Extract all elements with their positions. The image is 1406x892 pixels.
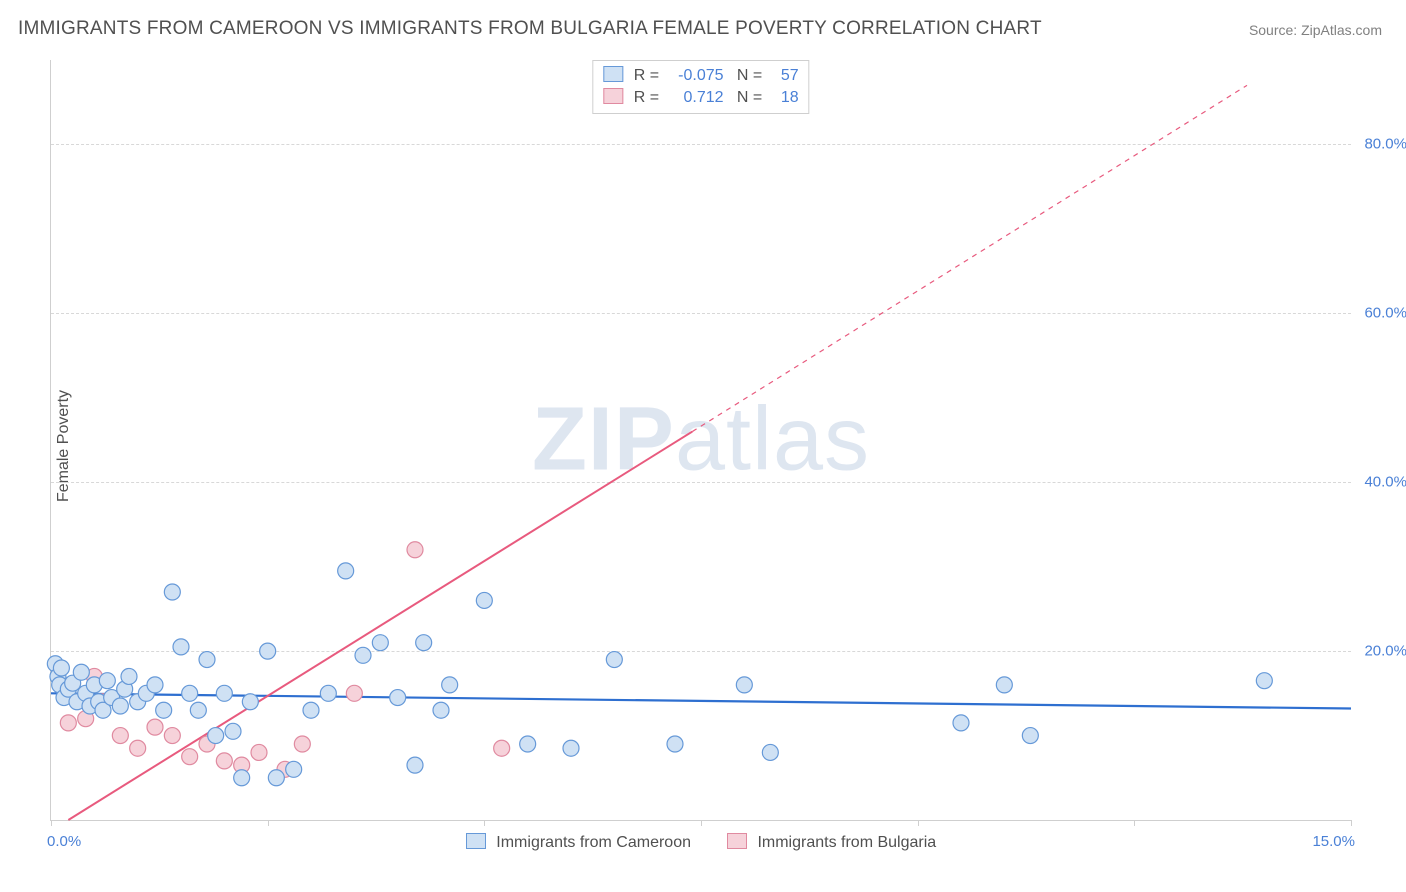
correlation-legend: R = -0.075 N = 57 R = 0.712 N = 18 [592,60,809,114]
x-tick-label-min: 0.0% [47,833,81,850]
y-tick-label: 60.0% [1364,305,1406,322]
y-tick-label: 20.0% [1364,643,1406,660]
series1-n-value: 57 [767,65,799,87]
series2-legend-label: Immigrants from Bulgaria [757,834,936,851]
series1-r-value: -0.075 [664,65,724,87]
plot-area: ZIPatlas R = -0.075 N = 57 R = 0.712 N =… [50,60,1351,821]
series2-legend-swatch-icon [727,833,747,849]
series1-swatch-icon [603,66,623,82]
y-tick-label: 80.0% [1364,136,1406,153]
x-tick-label-max: 15.0% [1312,833,1355,850]
series2-n-value: 18 [767,87,799,109]
series2-r-value: 0.712 [664,87,724,109]
series1-legend-swatch-icon [466,833,486,849]
series2-swatch-icon [603,88,623,104]
series-legend: Immigrants from Cameroon Immigrants from… [51,833,1351,852]
series1-legend-label: Immigrants from Cameroon [496,834,691,851]
plot-svg [51,60,1351,820]
source-attribution: Source: ZipAtlas.com [1249,22,1382,38]
y-tick-label: 40.0% [1364,474,1406,491]
chart-title: IMMIGRANTS FROM CAMEROON VS IMMIGRANTS F… [18,18,1042,40]
